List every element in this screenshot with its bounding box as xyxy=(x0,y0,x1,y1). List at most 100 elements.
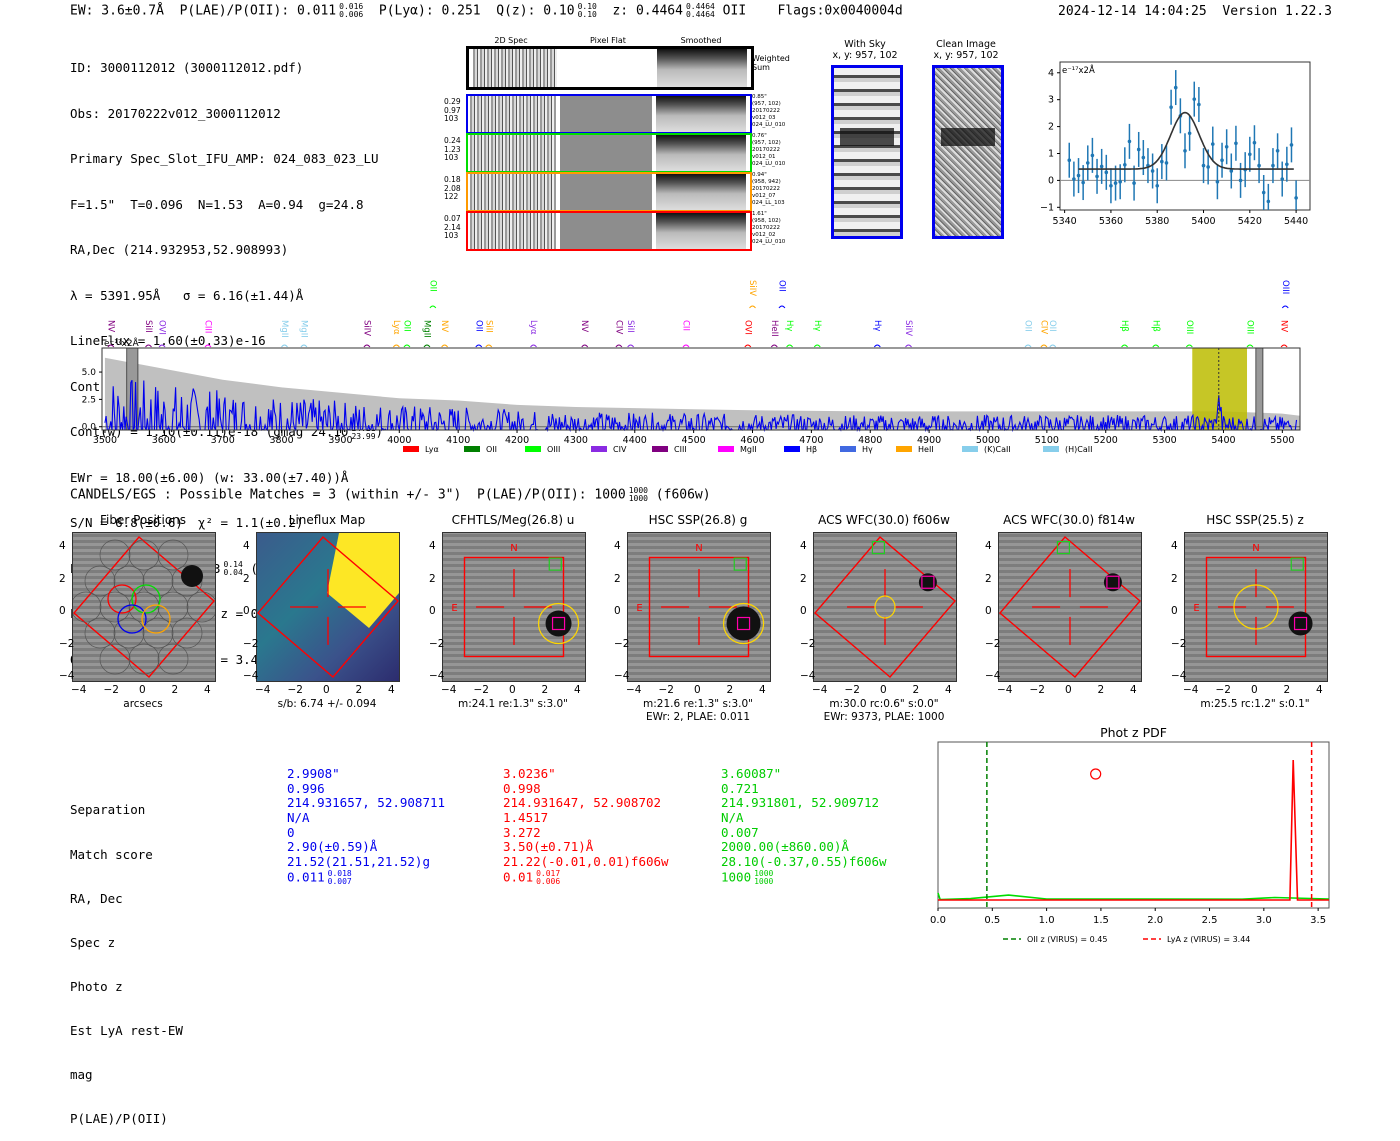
match-value: 0.721 xyxy=(721,780,759,796)
x-tick-label: 4900 xyxy=(917,435,941,446)
line-id-label: OVI xyxy=(742,320,752,335)
full-spectrum-chart: 3500 3600 3700 3800 3900 4000 4100 4200 4300 4400… xyxy=(82,280,1301,454)
plae-range: 1000 1000 xyxy=(754,869,774,886)
data-point xyxy=(1127,139,1132,144)
x-tick-label: −2 xyxy=(103,684,119,696)
x-tick-label: 5420 xyxy=(1238,216,1262,227)
x-tick-label: 5340 xyxy=(1053,216,1077,227)
legend-swatch xyxy=(591,446,607,452)
fiber-circle xyxy=(113,617,145,649)
fiber-row xyxy=(466,94,752,134)
masked-band xyxy=(1255,347,1264,431)
ifu-footprint xyxy=(999,536,1141,678)
legend-label: Hγ xyxy=(862,445,873,454)
fiber-smoothed-image xyxy=(656,135,746,171)
cutout-title: CFHTLS/Meg(26.8) u xyxy=(451,513,575,527)
y-tick-label: −4 xyxy=(429,670,445,682)
cutout-overlay: NE xyxy=(451,543,580,658)
line-id-bracket xyxy=(403,344,411,348)
plae-value: P(LAE)/P(OII): 0.011 xyxy=(179,3,337,19)
matches-lo: 1000 xyxy=(628,494,648,503)
data-point xyxy=(1090,153,1095,158)
x-tick-label: 2 xyxy=(1283,684,1291,696)
fit-window-band xyxy=(1192,348,1248,430)
line-id-label: NV xyxy=(1279,320,1289,332)
x-tick-label: 5440 xyxy=(1284,216,1308,227)
legend-label: (K)CaII xyxy=(984,445,1011,454)
data-point xyxy=(1085,161,1090,165)
match-column: 3.60087" 0.721 214.931801, 52.909712 N/A 0.0… xyxy=(721,766,887,886)
y-tick-label: −4 xyxy=(614,670,630,682)
y-tick-label: 2.5 xyxy=(82,395,96,405)
fiber-row-value: 1.23 xyxy=(444,144,461,154)
contw-end: ) xyxy=(375,424,384,439)
match-value: N/A xyxy=(287,810,310,826)
info-line: LineFlux = 1.60(±0.33)e-16 xyxy=(70,333,266,348)
fiber-pixel-flat xyxy=(560,96,652,132)
fiber-circle-highlight xyxy=(117,604,147,634)
match-value: 2000.00(±860.00)Å xyxy=(721,839,849,855)
with-sky-title-text: With Sky xyxy=(844,39,886,50)
legend-label: LyA z (VIRUS) = 3.44 xyxy=(1167,935,1250,944)
line-id-label: CIV xyxy=(613,320,623,334)
fiber-circle-highlight xyxy=(107,584,137,614)
fiber-row-value: 2.14 xyxy=(444,222,461,232)
cutout-title: ACS WFC(30.0) f814w xyxy=(1003,513,1135,527)
plae-bound: 1000 xyxy=(754,876,774,886)
cutout-title: HSC SSP(25.5) z xyxy=(1206,513,1304,527)
matches-text: CANDELS/EGS : Possible Matches = 3 (with… xyxy=(70,487,626,503)
fiber-smoothed-image xyxy=(656,213,746,249)
cutout-overlay xyxy=(257,533,399,678)
info-line: F=1.5" T=0.096 N=1.53 A=0.94 g=24.8 xyxy=(70,196,364,212)
data-point xyxy=(1141,155,1146,160)
cutout-caption: s/b: 6.74 +/- 0.094 xyxy=(277,698,377,710)
plae-bound: 0.007 xyxy=(327,876,352,886)
y-tick-label: −4 xyxy=(1171,670,1187,682)
x-tick-label: 0 xyxy=(139,684,146,696)
spectra-2d-panel: 2D Spec Pixel Flat Smoothed Weighted Sum… xyxy=(444,36,796,256)
x-tick-label: −4 xyxy=(255,684,271,696)
label-separation: Separation xyxy=(70,802,146,818)
cutout-caption-2: EWr: 2, PLAE: 0.011 xyxy=(645,711,751,723)
x-tick-label: 5200 xyxy=(1094,435,1118,446)
line-fit-chart: 5340 5360 5380 5400 5420 5440 −1 0 1 2 3 4 e⁻¹⁷x2Å xyxy=(1040,61,1311,227)
x-tick-label: −2 xyxy=(287,684,303,696)
match-value: 0.007 xyxy=(721,824,759,840)
x-tick-label: −4 xyxy=(441,684,457,696)
with-sky-image xyxy=(831,65,903,239)
match-box-red xyxy=(1293,616,1308,631)
match-value: 21.22(-0.01,0.01)f606w xyxy=(503,854,669,870)
x-tick-label: 1.5 xyxy=(1093,915,1109,926)
fiber-row-value: 103 xyxy=(444,114,459,123)
data-point xyxy=(1123,162,1127,167)
fiber-row xyxy=(466,172,752,212)
x-tick-label: 4 xyxy=(759,684,766,696)
data-point xyxy=(1113,181,1118,185)
line-id-bracket xyxy=(281,344,288,348)
line-id-bracket xyxy=(1185,344,1193,348)
cutout-caption: m:24.1 re:1.3" s:3.0" xyxy=(458,698,568,710)
line-id-bracket xyxy=(1152,344,1160,348)
y-tick-label: 2 xyxy=(429,572,436,585)
line-id-bracket xyxy=(627,344,635,348)
fiber-row-values: 0.07 2.14 103 xyxy=(444,214,461,241)
fiber-circle xyxy=(128,591,160,623)
line-id-bracket xyxy=(786,344,793,348)
y-tick-label: 1 xyxy=(1048,148,1054,159)
line-id-label: OII xyxy=(776,280,786,292)
fiber-row-value: 0.29 xyxy=(444,97,461,106)
x-tick-label: 3.0 xyxy=(1256,915,1272,926)
match-box-green xyxy=(871,541,886,555)
x-tick-label: 0.0 xyxy=(930,915,946,926)
plya-value: P(Lyα): 0.251 xyxy=(378,3,481,19)
lineflux-peak xyxy=(327,533,399,628)
line-id-label: OII xyxy=(401,320,411,332)
fiber-2d-image xyxy=(470,96,556,132)
x-tick-label: 4 xyxy=(204,684,211,696)
plae-range: 0.017 0.006 xyxy=(536,869,560,886)
matched-source xyxy=(918,573,937,592)
x-tick-label: −2 xyxy=(473,684,489,696)
data-point xyxy=(1132,181,1136,185)
legend-label: CIII xyxy=(674,445,687,454)
line-id-bracket xyxy=(581,344,589,348)
